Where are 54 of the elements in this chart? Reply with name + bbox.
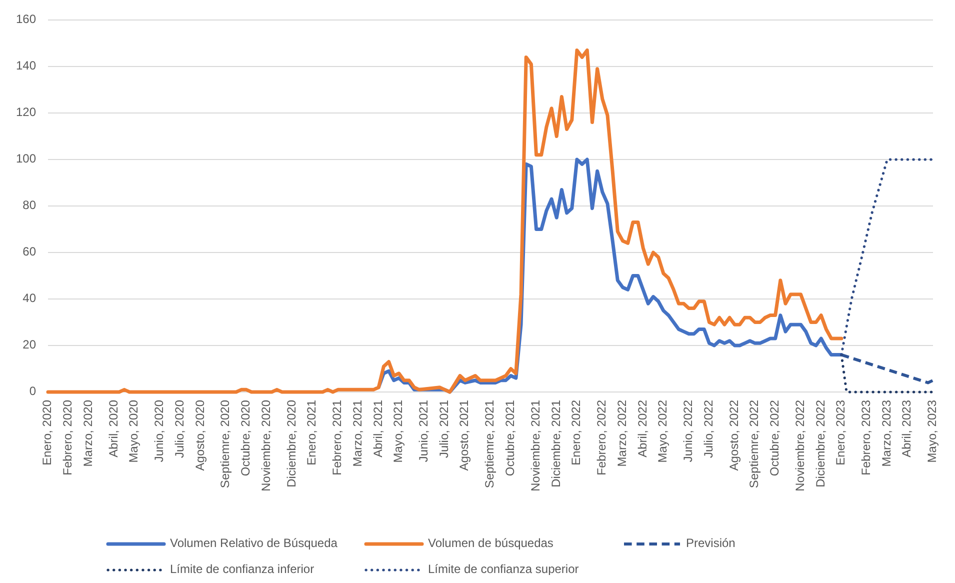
x-tick-label: Noviembre, 2022: [792, 400, 807, 492]
x-tick-label: Mayo, 2023: [925, 400, 940, 463]
x-tick-label: Julio, 2022: [701, 400, 716, 458]
x-tick-label: Marzo, 2022: [614, 400, 629, 467]
legend-label: Volumen Relativo de Búsqueda: [170, 536, 338, 550]
x-tick-label: Marzo, 2023: [879, 400, 894, 467]
y-tick-label: 40: [22, 291, 36, 306]
y-tick-label: 20: [22, 338, 36, 352]
x-tick-label: Junio, 2022: [681, 400, 696, 462]
x-tick-label: Febrero, 2021: [330, 400, 344, 476]
x-tick-label: Febrero, 2022: [594, 400, 609, 476]
x-tick-label: Mayo, 2021: [391, 400, 406, 463]
x-tick-label: Abril, 2021: [370, 400, 385, 458]
legend-label: Previsión: [686, 536, 736, 550]
x-tick-label: Octubre, 2021: [503, 400, 518, 476]
x-tick-label: Julio, 2020: [172, 400, 186, 458]
y-tick-label: 100: [16, 152, 36, 166]
x-tick-label: Mayo, 2022: [656, 400, 670, 463]
x-tick-label: Abril, 2022: [635, 400, 650, 458]
x-tick-label: Enero, 2023: [834, 400, 848, 466]
x-tick-label: Marzo, 2020: [80, 400, 95, 467]
x-tick-label: Septiemre, 2020: [218, 400, 232, 488]
x-tick-label: Junio, 2021: [416, 400, 431, 462]
x-tick-label: Diciembre, 2022: [813, 400, 828, 488]
x-tick-label: Octubre, 2022: [768, 400, 782, 476]
x-tick-label: Febrero, 2020: [60, 400, 75, 476]
x-tick-label: Diciembre, 2020: [284, 400, 298, 488]
x-tick-label: Septiemre, 2022: [747, 400, 762, 488]
y-tick-label: 0: [29, 384, 36, 398]
x-tick-label: Febrero, 2023: [859, 400, 874, 476]
x-tick-label: Noviembre, 2020: [258, 400, 273, 492]
x-tick-label: Noviembre, 2021: [528, 400, 542, 492]
x-tick-label: Enero, 2022: [569, 400, 584, 466]
x-tick-label: Agosto, 2020: [192, 400, 207, 471]
y-tick-label: 80: [22, 198, 36, 212]
legend-label: Límite de confianza inferior: [170, 562, 314, 576]
y-tick-label: 160: [16, 12, 36, 26]
x-tick-label: Mayo, 2020: [126, 400, 141, 463]
x-tick-label: Enero, 2021: [304, 400, 319, 466]
x-tick-label: Junio, 2020: [152, 400, 166, 462]
x-tick-label: Agosto, 2021: [457, 400, 472, 471]
legend-label: Volumen de búsquedas: [428, 536, 554, 550]
x-tick-label: Septiemre, 2021: [482, 400, 497, 488]
y-tick-label: 120: [16, 105, 36, 120]
x-tick-label: Agosto, 2022: [726, 400, 741, 471]
x-tick-label: Abril, 2023: [900, 400, 914, 458]
x-tick-label: Enero, 2020: [40, 400, 54, 466]
x-tick-label: Marzo, 2021: [350, 400, 364, 467]
x-tick-label: Diciembre, 2021: [548, 400, 563, 488]
x-tick-label: Abril, 2020: [106, 400, 120, 458]
y-tick-label: 60: [22, 244, 36, 259]
x-tick-label: Octubre, 2020: [238, 400, 253, 476]
x-tick-label: Julio, 2021: [436, 400, 451, 458]
y-tick-label: 140: [16, 58, 36, 73]
